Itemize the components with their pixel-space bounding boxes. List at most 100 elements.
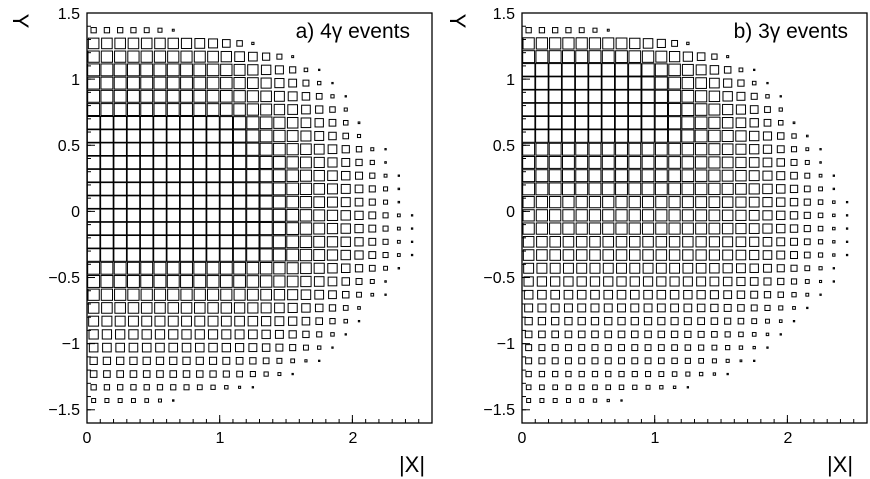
bin-box [301, 92, 311, 101]
bin-box [194, 315, 206, 327]
bin-box [87, 275, 101, 288]
bin-box [219, 168, 234, 183]
bin-box [561, 102, 576, 117]
bin-box [845, 214, 849, 217]
bin-box [789, 224, 799, 233]
bin-box [167, 288, 180, 301]
bin-box [763, 291, 772, 299]
bin-box [694, 116, 708, 130]
bin-box [272, 235, 286, 249]
bin-box [790, 146, 798, 153]
bin-box [792, 320, 796, 323]
bin-box [100, 155, 114, 170]
bin-box [602, 209, 615, 222]
bin-box [615, 156, 628, 169]
bin-box [100, 261, 114, 275]
bin-box [260, 302, 272, 314]
bin-box [614, 63, 629, 77]
bin-box [354, 237, 364, 247]
bin-box [166, 129, 181, 143]
bin-box [286, 262, 299, 275]
bin-box [537, 317, 547, 326]
bin-box [549, 222, 562, 235]
bin-box [749, 118, 759, 128]
bin-box [574, 76, 589, 90]
bin-box [708, 156, 721, 169]
bin-box [288, 316, 298, 326]
bin-box [126, 235, 141, 249]
bin-box [317, 345, 322, 350]
bin-box [103, 384, 111, 391]
bin-box [288, 330, 297, 339]
bin-box [102, 342, 112, 353]
bin-box [104, 398, 110, 403]
bin-box [286, 156, 299, 169]
bin-box [616, 262, 627, 274]
bin-box [696, 303, 706, 313]
bin-box [300, 156, 312, 169]
bin-box [179, 248, 194, 262]
bin-box [601, 142, 615, 156]
bin-box [548, 129, 562, 143]
bin-box [641, 196, 655, 209]
bin-box [206, 235, 220, 249]
bin-box [116, 370, 124, 378]
bin-box [246, 129, 260, 143]
bin-box [656, 289, 667, 300]
bin-box [236, 40, 243, 47]
bin-box [87, 76, 101, 90]
bin-box [370, 147, 375, 152]
bin-box [329, 106, 336, 113]
bin-box [153, 275, 167, 288]
bin-box [792, 121, 796, 125]
bin-box [548, 50, 562, 64]
bin-box [667, 116, 682, 130]
bin-box [153, 288, 167, 301]
bin-box [552, 384, 558, 391]
bin-box [340, 197, 351, 208]
bin-box [193, 76, 207, 90]
bin-box [832, 226, 836, 231]
bin-box [315, 317, 324, 325]
bin-box [179, 221, 194, 236]
bin-box [575, 196, 588, 209]
bin-box [100, 182, 114, 196]
bin-box [206, 182, 220, 196]
bin-box [246, 77, 259, 89]
bin-box [681, 89, 695, 103]
bin-box [142, 370, 151, 378]
bin-box [314, 303, 324, 313]
bin-box [641, 102, 655, 117]
bin-box [126, 142, 141, 157]
bin-box [711, 344, 718, 351]
bin-box [575, 50, 589, 64]
bin-box [289, 66, 297, 74]
bin-box [722, 91, 733, 102]
bin-box [681, 103, 695, 117]
bin-box [548, 102, 562, 117]
bin-box [628, 129, 642, 143]
bin-box [737, 317, 745, 325]
bin-box [327, 263, 338, 274]
bin-box [182, 370, 191, 378]
bin-box [384, 161, 387, 164]
bin-box [383, 173, 388, 178]
bin-box [128, 342, 139, 353]
bin-box [602, 37, 615, 50]
bin-box [576, 262, 588, 274]
bin-box [287, 302, 298, 313]
bin-box [721, 182, 734, 195]
bin-box [327, 196, 338, 208]
bin-box [172, 399, 175, 402]
bin-box [708, 209, 721, 222]
bin-box [246, 288, 259, 301]
bin-box [832, 280, 835, 283]
bin-box [114, 50, 127, 63]
bin-box [155, 356, 165, 365]
bin-box [89, 370, 98, 378]
bin-box [790, 171, 798, 180]
bin-box [552, 398, 558, 403]
bin-box [723, 78, 733, 88]
bin-box [327, 144, 338, 155]
bin-box [589, 249, 601, 261]
